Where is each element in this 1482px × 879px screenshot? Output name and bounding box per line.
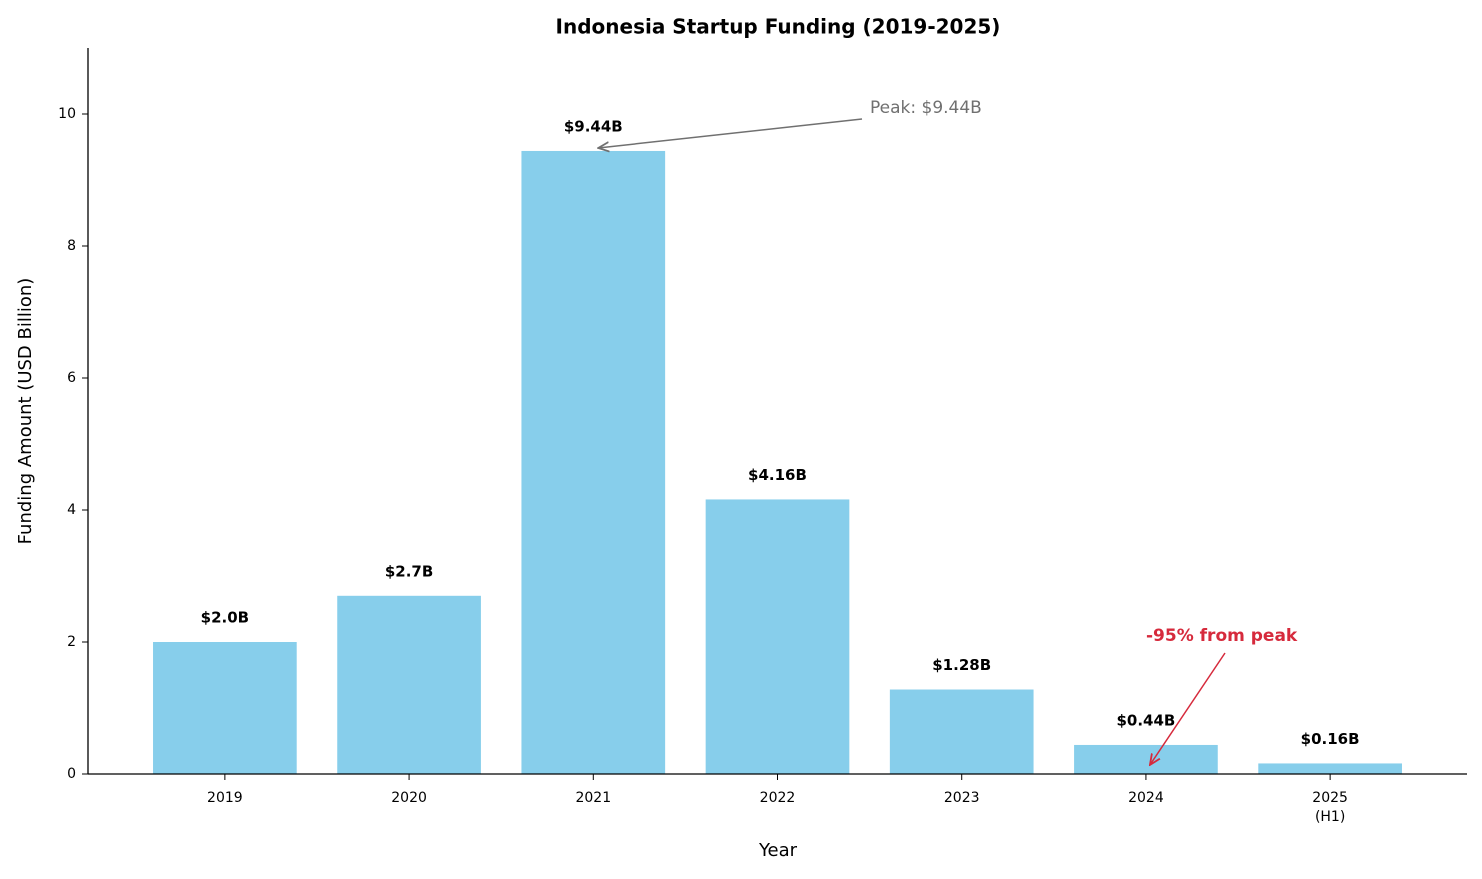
x-tick-label: 2025 (H1) bbox=[1312, 790, 1348, 825]
bar bbox=[1074, 744, 1218, 774]
annotation: Peak: $9.44B bbox=[870, 98, 982, 118]
x-tick-label: 2020 bbox=[391, 790, 427, 806]
chart-title: Indonesia Startup Funding (2019-2025) bbox=[556, 15, 1001, 39]
bar bbox=[521, 150, 666, 774]
value-label: $2.7B bbox=[385, 562, 433, 580]
x-tick-label: 2024 bbox=[1128, 790, 1164, 806]
bar bbox=[705, 499, 850, 774]
value-label: $0.44B bbox=[1116, 711, 1175, 729]
bar bbox=[337, 595, 481, 774]
annotation: -95% from peak bbox=[1146, 626, 1298, 646]
x-axis-label: Year bbox=[758, 840, 798, 861]
value-label: $9.44B bbox=[564, 117, 623, 135]
x-tick-label: 2019 bbox=[207, 790, 243, 806]
annotation-arrow bbox=[1150, 652, 1226, 765]
y-tick-label: 8 bbox=[67, 238, 76, 254]
y-tick-label: 10 bbox=[58, 106, 76, 122]
value-label: $2.0B bbox=[201, 609, 249, 627]
x-tick-label: 2021 bbox=[575, 790, 611, 806]
bar bbox=[153, 642, 297, 774]
y-tick-label: 2 bbox=[67, 634, 76, 650]
y-axis-label: Funding Amount (USD Billion) bbox=[15, 278, 36, 545]
annotation-arrow bbox=[598, 118, 863, 148]
y-tick-label: 6 bbox=[67, 370, 76, 386]
bar bbox=[889, 689, 1034, 774]
bar bbox=[1258, 763, 1402, 774]
value-label: $1.28B bbox=[932, 656, 991, 674]
value-label: $0.16B bbox=[1301, 730, 1360, 748]
y-tick-label: 0 bbox=[67, 766, 76, 782]
x-tick-label: 2023 bbox=[944, 790, 980, 806]
y-tick-label: 4 bbox=[67, 502, 76, 518]
value-label: $4.16B bbox=[748, 466, 807, 484]
x-tick-label: 2022 bbox=[760, 790, 796, 806]
